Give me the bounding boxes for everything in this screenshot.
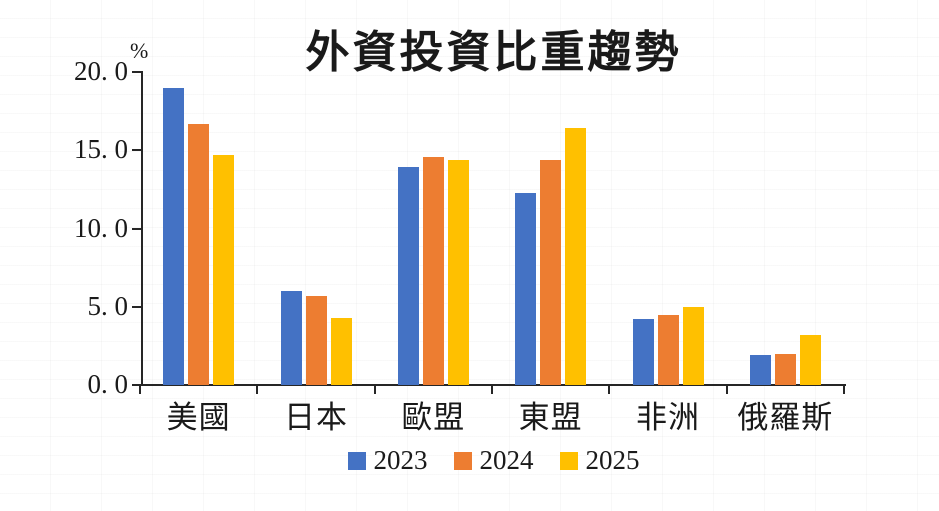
category-label: 日本 bbox=[283, 400, 348, 435]
bar-s0-c3 bbox=[515, 192, 537, 385]
y-tick bbox=[132, 227, 141, 230]
x-tick bbox=[608, 385, 611, 394]
y-tick-label: 5. 0 bbox=[87, 290, 129, 321]
bar-s2-c3 bbox=[565, 128, 587, 385]
category-label: 美國 bbox=[166, 400, 231, 435]
legend-swatch-icon bbox=[559, 451, 578, 470]
chart-title: 外資投資比重趨勢 bbox=[305, 28, 682, 77]
y-axis-unit-label: % bbox=[130, 38, 149, 63]
bar-s2-c0 bbox=[213, 154, 235, 385]
x-tick bbox=[256, 385, 259, 394]
y-tick-label: 20. 0 bbox=[74, 56, 128, 86]
bar-s1-c1 bbox=[305, 295, 327, 385]
legend-item-2023: 2023 bbox=[347, 445, 428, 475]
bar-s0-c0 bbox=[163, 87, 185, 385]
y-tick-label: 0. 0 bbox=[87, 369, 129, 399]
bar-s0-c2 bbox=[397, 167, 419, 385]
legend-swatch-icon bbox=[453, 451, 472, 470]
bar-s0-c4 bbox=[632, 319, 654, 385]
x-tick bbox=[139, 385, 141, 394]
y-tick-label: 10. 0 bbox=[74, 212, 128, 243]
bar-s0-c1 bbox=[280, 291, 302, 385]
bar-s0-c5 bbox=[749, 355, 771, 385]
bar-s1-c2 bbox=[422, 156, 444, 385]
x-tick bbox=[491, 385, 493, 394]
legend-label: 2024 bbox=[479, 445, 534, 475]
legend-label: 2023 bbox=[373, 445, 428, 475]
y-tick bbox=[132, 305, 141, 308]
y-tick bbox=[132, 149, 141, 152]
bar-s1-c5 bbox=[774, 353, 796, 385]
bar-s1-c3 bbox=[540, 159, 562, 385]
x-tick bbox=[373, 385, 376, 394]
bar-s2-c1 bbox=[330, 317, 352, 385]
bar-s2-c4 bbox=[682, 306, 704, 385]
category-label: 東盟 bbox=[518, 400, 583, 435]
category-label: 非洲 bbox=[635, 400, 700, 435]
y-tick bbox=[132, 71, 141, 73]
x-axis-line bbox=[140, 384, 846, 386]
y-tick bbox=[132, 384, 141, 386]
plot-area bbox=[140, 72, 844, 385]
legend-label: 2025 bbox=[585, 445, 640, 475]
category-label: 俄羅斯 bbox=[737, 400, 834, 435]
x-tick bbox=[843, 385, 845, 394]
x-tick bbox=[725, 385, 728, 394]
bar-s1-c0 bbox=[188, 123, 210, 385]
legend: 2023 2024 2025 bbox=[143, 447, 844, 474]
bar-s1-c4 bbox=[657, 314, 679, 385]
y-axis-line bbox=[141, 71, 143, 386]
legend-item-2024: 2024 bbox=[453, 445, 534, 475]
legend-swatch-icon bbox=[347, 451, 366, 470]
bar-s2-c2 bbox=[447, 159, 469, 385]
y-tick-label: 15. 0 bbox=[74, 134, 128, 165]
legend-item-2025: 2025 bbox=[559, 445, 640, 475]
bar-s2-c5 bbox=[799, 334, 821, 385]
category-label: 歐盟 bbox=[401, 400, 466, 435]
